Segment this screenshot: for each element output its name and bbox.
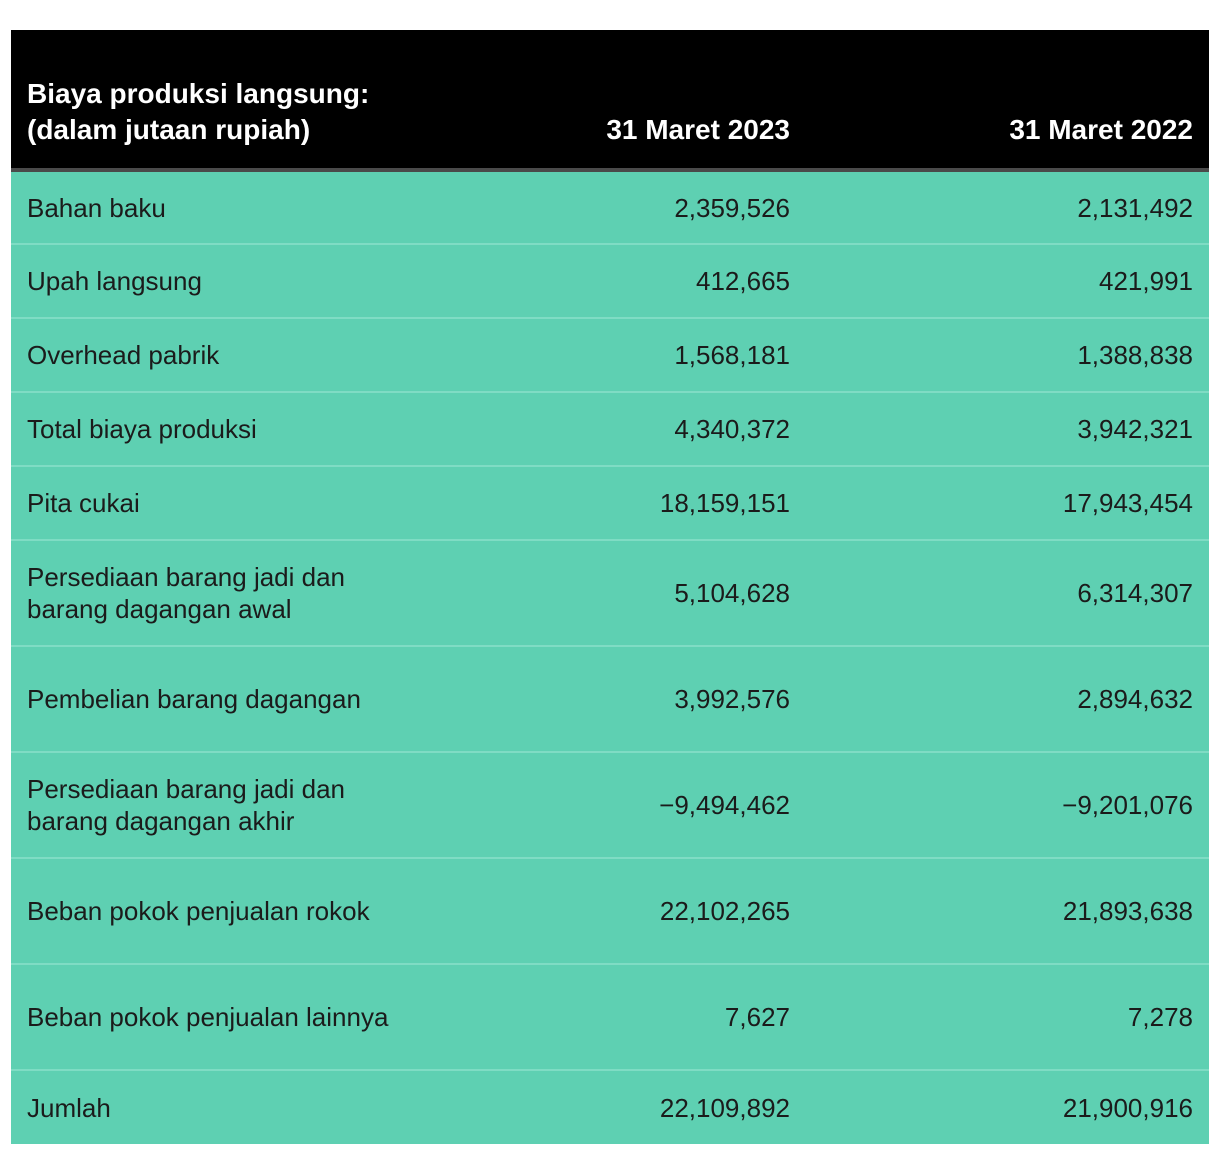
table-row: Persediaan barang jadi dan barang dagang… (11, 751, 1209, 858)
row-label: Bahan baku (27, 192, 166, 223)
production-cost-table: Biaya produksi langsung: (dalam jutaan r… (11, 30, 1209, 1144)
table-body: Bahan baku 2,359,526 2,131,492 Upah lang… (11, 170, 1209, 1144)
table-row: Persediaan barang jadi dan barang dagang… (11, 539, 1209, 646)
value-2022: 21,893,638 (806, 857, 1209, 964)
value-2023: 22,109,892 (411, 1069, 806, 1144)
value-2023: 4,340,372 (411, 391, 806, 466)
table-row: Upah langsung 412,665 421,991 (11, 243, 1209, 318)
table-row: Beban pokok penjualan lainnya 7,627 7,27… (11, 963, 1209, 1070)
header-row: Biaya produksi langsung: (dalam jutaan r… (11, 30, 1209, 172)
row-label: Pita cukai (11, 465, 411, 540)
value-2022: 3,942,321 (806, 391, 1209, 466)
data-table-container: Biaya produksi langsung: (dalam jutaan r… (11, 30, 1209, 1144)
value-2023: −9,494,462 (411, 751, 806, 858)
row-label: Beban pokok penjualan lainnya (11, 963, 411, 1070)
value-2023: 3,992,576 (411, 645, 806, 752)
value-2022: 2,131,492 (1077, 192, 1193, 223)
table-row: Total biaya produksi 4,340,372 3,942,321 (11, 391, 1209, 466)
value-2023: 2,359,526 (674, 192, 790, 223)
value-2022: 6,314,307 (806, 539, 1209, 646)
value-2023: 1,568,181 (411, 317, 806, 392)
value-2023: 5,104,628 (411, 539, 806, 646)
row-label: Overhead pabrik (11, 317, 411, 392)
table-header: Biaya produksi langsung: (dalam jutaan r… (11, 30, 1209, 172)
value-2022: 1,388,838 (806, 317, 1209, 392)
row-label: Jumlah (11, 1069, 411, 1144)
row-label: Persediaan barang jadi dan barang dagang… (11, 751, 411, 858)
value-2022: 7,278 (806, 963, 1209, 1070)
value-2022: 21,900,916 (806, 1069, 1209, 1144)
header-2023-column: 31 Maret 2023 (411, 30, 806, 172)
table-row: Beban pokok penjualan rokok 22,102,265 2… (11, 857, 1209, 964)
row-label: Total biaya produksi (11, 391, 411, 466)
header-2022-column: 31 Maret 2022 (806, 30, 1209, 172)
value-2023: 412,665 (411, 243, 806, 318)
value-2023: 18,159,151 (411, 465, 806, 540)
table-row-total: Jumlah 22,109,892 21,900,916 (11, 1069, 1209, 1144)
value-2023: 22,102,265 (411, 857, 806, 964)
value-2022: 421,991 (806, 243, 1209, 318)
row-label: Upah langsung (11, 243, 411, 318)
table-row: Bahan baku 2,359,526 2,131,492 (11, 170, 1209, 244)
row-label: Beban pokok penjualan rokok (11, 857, 411, 964)
value-2022: 2,894,632 (806, 645, 1209, 752)
value-2022: 17,943,454 (806, 465, 1209, 540)
table-row: Pembelian barang dagangan 3,992,576 2,89… (11, 645, 1209, 752)
row-label: Persediaan barang jadi dan barang dagang… (11, 539, 411, 646)
value-2023: 7,627 (411, 963, 806, 1070)
row-label: Pembelian barang dagangan (11, 645, 411, 752)
header-label-column: Biaya produksi langsung: (dalam jutaan r… (11, 30, 411, 172)
table-row: Overhead pabrik 1,568,181 1,388,838 (11, 317, 1209, 392)
value-2022: −9,201,076 (806, 751, 1209, 858)
table-row: Pita cukai 18,159,151 17,943,454 (11, 465, 1209, 540)
